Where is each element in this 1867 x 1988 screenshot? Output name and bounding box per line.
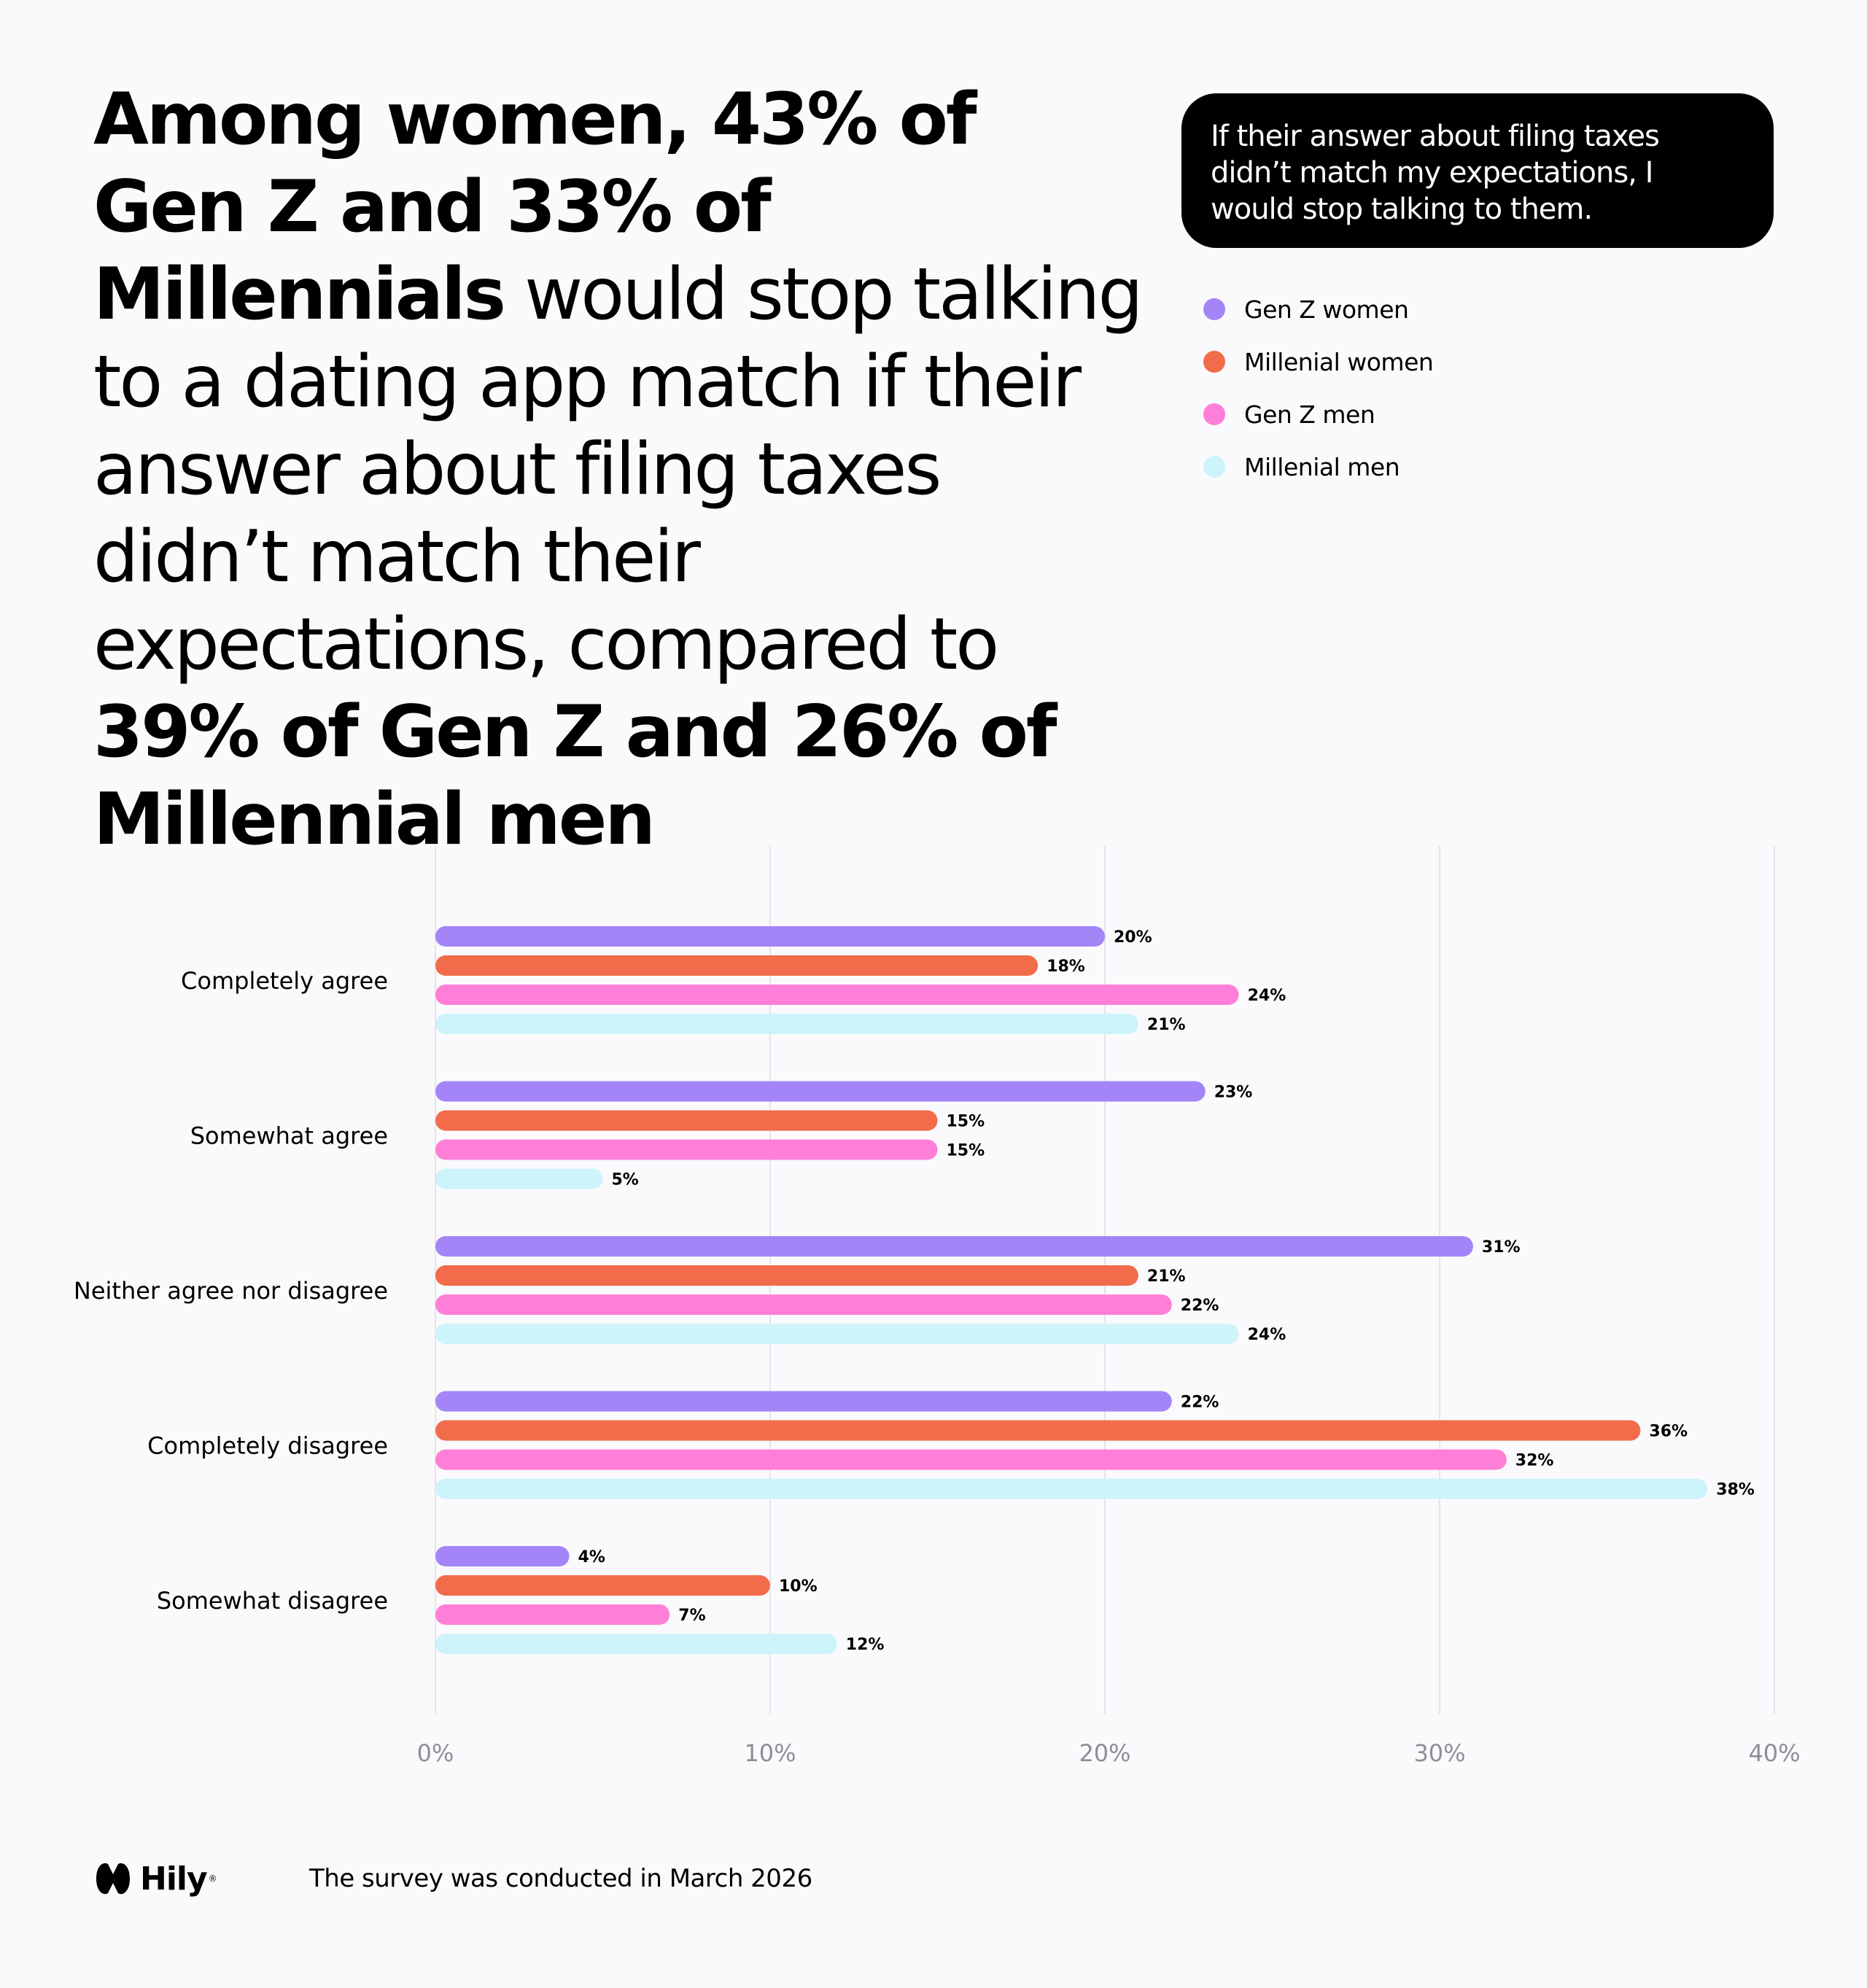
headline-bold-1: Among women, 43% of Gen Z and 33% of Mil… <box>93 78 977 336</box>
headline-text: would stop talking to a dating app match… <box>93 253 1144 686</box>
legend-label: Gen Z men <box>1244 400 1375 429</box>
data-label: 31% <box>1482 1238 1521 1257</box>
bar <box>435 1634 837 1654</box>
legend-swatch <box>1203 403 1225 425</box>
data-label: 7% <box>678 1607 705 1625</box>
data-label: 21% <box>1147 1267 1186 1286</box>
bar <box>435 1236 1473 1257</box>
bar <box>435 1420 1641 1441</box>
data-label: 36% <box>1649 1423 1688 1441</box>
category-label: Somewhat agree <box>190 1122 388 1150</box>
category-label: Completely disagree <box>147 1432 388 1460</box>
bar <box>435 955 1039 976</box>
survey-note: The survey was conducted in March 2026 <box>309 1864 812 1893</box>
data-label: 15% <box>947 1113 985 1131</box>
chart-question-callout: If their answer about filing taxes didn’… <box>1181 93 1774 248</box>
data-label: 22% <box>1181 1394 1219 1412</box>
legend-swatch <box>1203 351 1225 373</box>
data-label: 32% <box>1515 1452 1554 1470</box>
data-label: 22% <box>1181 1297 1219 1315</box>
bar <box>435 1265 1138 1286</box>
chart-legend: Gen Z women Millenial women Gen Z men Mille… <box>1203 283 1434 493</box>
bar <box>435 1110 938 1131</box>
hily-logo: Hily ® <box>93 1860 217 1898</box>
bar <box>435 1546 570 1566</box>
bar <box>435 1604 670 1625</box>
legend-label: Gen Z women <box>1244 295 1409 324</box>
category-label: Neither agree nor disagree <box>74 1277 388 1305</box>
bar <box>435 1324 1239 1344</box>
data-label: 5% <box>612 1171 639 1189</box>
data-label: 4% <box>578 1548 605 1566</box>
legend-item: Gen Z women <box>1203 283 1433 335</box>
bar <box>435 1449 1507 1470</box>
bar-chart: 0% 10% 20% 30% 40% Completely agree 20% 18% 24% 2… <box>74 846 1801 1767</box>
data-label: 24% <box>1248 987 1286 1005</box>
hily-logo-icon <box>96 1863 130 1895</box>
data-label: 12% <box>846 1636 885 1654</box>
bar <box>435 1014 1138 1034</box>
legend-swatch <box>1203 298 1225 320</box>
data-label: 24% <box>1248 1326 1286 1344</box>
x-tick-label: 0% <box>417 1739 454 1767</box>
bar <box>435 1391 1172 1412</box>
brand-name: Hily <box>140 1860 208 1898</box>
category-label: Somewhat disagree <box>157 1587 388 1615</box>
x-tick-label: 40% <box>1748 1739 1800 1767</box>
data-label: 20% <box>1114 928 1152 947</box>
data-label: 18% <box>1047 958 1085 976</box>
legend-swatch <box>1203 456 1225 478</box>
x-tick-label: 20% <box>1079 1739 1130 1767</box>
legend-item: Millenial women <box>1203 335 1434 388</box>
headline: Among women, 43% of Gen Z and 33% of Mil… <box>93 76 1144 863</box>
bar <box>435 1168 603 1189</box>
bar <box>435 985 1239 1005</box>
legend-label: Millenial women <box>1244 347 1434 376</box>
data-label: 15% <box>947 1142 985 1160</box>
footer: Hily ® The survey was conducted in March … <box>93 1858 812 1899</box>
bar <box>435 1081 1206 1102</box>
data-label: 23% <box>1214 1084 1253 1102</box>
bar <box>435 1139 938 1160</box>
x-tick-label: 10% <box>744 1739 796 1767</box>
legend-label: Millenial men <box>1244 452 1400 481</box>
category-label: Completely agree <box>181 967 388 995</box>
headline-bold-2: 39% of Gen Z and 26% of Millennial men <box>93 691 1057 861</box>
bar <box>435 1575 770 1596</box>
bar <box>435 926 1105 947</box>
legend-item: Millenial men <box>1203 440 1433 493</box>
registered-mark: ® <box>208 1874 217 1884</box>
legend-item: Gen Z men <box>1203 388 1433 440</box>
data-label: 38% <box>1716 1481 1755 1499</box>
data-label: 21% <box>1147 1016 1186 1034</box>
bar <box>435 1478 1708 1499</box>
bar <box>435 1294 1172 1315</box>
data-label: 10% <box>779 1577 818 1596</box>
x-tick-label: 30% <box>1413 1739 1465 1767</box>
